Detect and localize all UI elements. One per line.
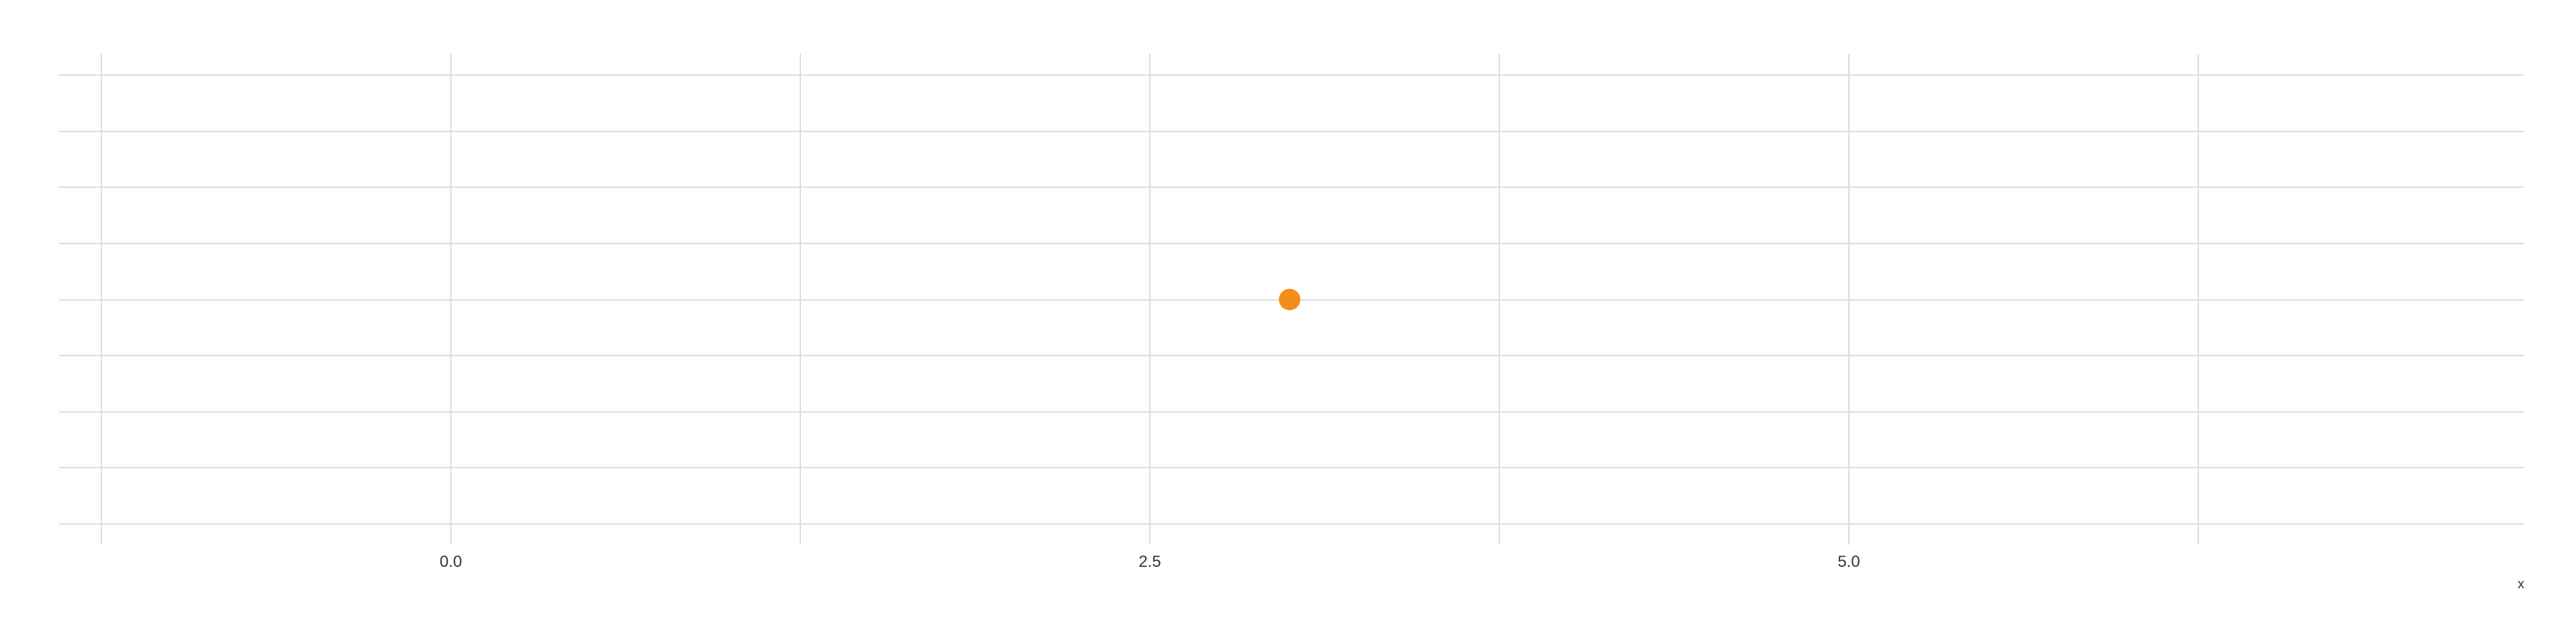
x-axis-title: x — [2518, 577, 2524, 592]
x-tick-label: 5.0 — [1837, 553, 1860, 571]
data-point — [1279, 288, 1301, 311]
x-tick-label: 0.0 — [439, 553, 462, 571]
x-axis-tick-labels: 0.0 2.5 5.0 — [439, 553, 1860, 571]
data-points — [1279, 288, 1301, 311]
x-tick-label: 2.5 — [1138, 553, 1161, 571]
